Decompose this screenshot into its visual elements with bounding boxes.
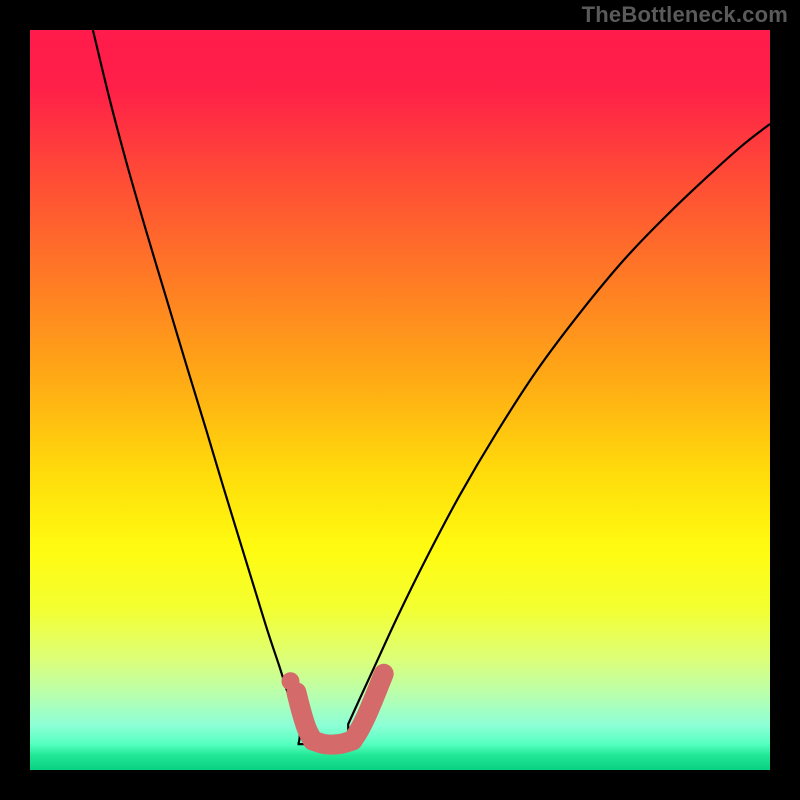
plot-area xyxy=(30,30,770,770)
frame-bottom xyxy=(0,770,800,800)
frame-right xyxy=(770,0,800,800)
frame-left xyxy=(0,0,30,800)
marker-right xyxy=(353,674,384,741)
marker-dot xyxy=(281,672,299,690)
bottleneck-curve xyxy=(93,30,770,744)
watermark-text: TheBottleneck.com xyxy=(582,2,788,28)
curve-layer xyxy=(30,30,770,770)
chart-root: TheBottleneck.com xyxy=(0,0,800,800)
